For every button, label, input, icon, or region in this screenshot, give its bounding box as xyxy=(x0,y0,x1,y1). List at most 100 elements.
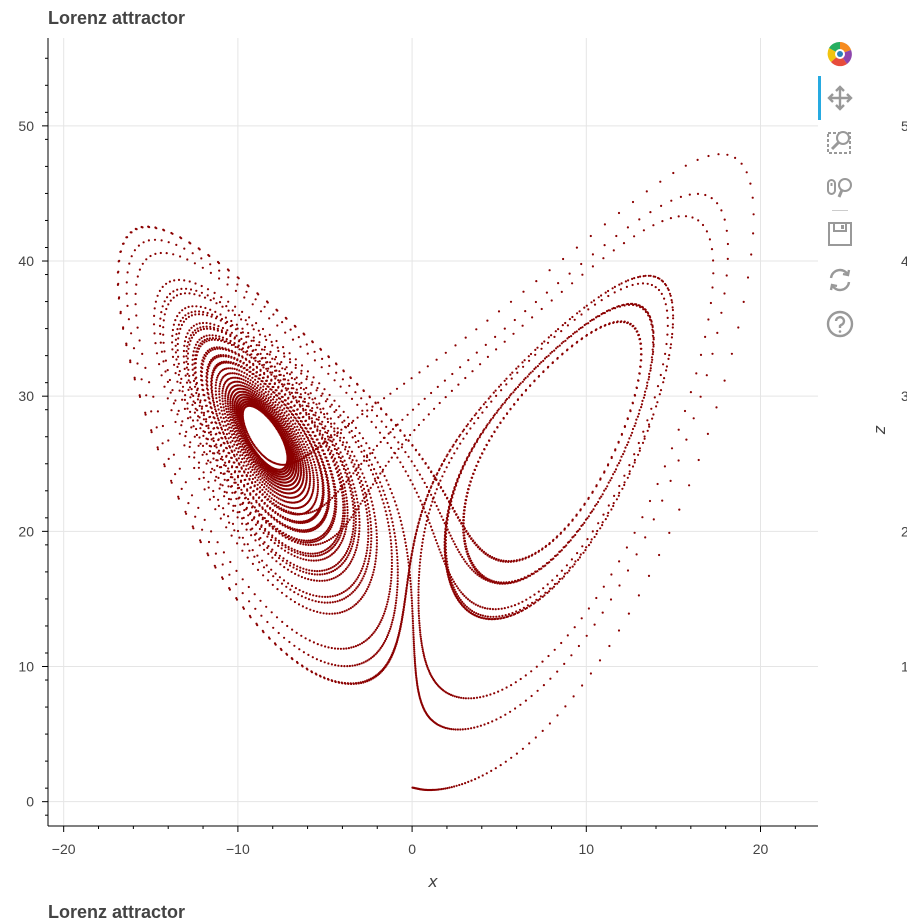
data-point xyxy=(576,247,578,249)
data-point xyxy=(489,693,491,695)
data-point xyxy=(326,477,328,479)
data-point xyxy=(234,449,236,451)
data-point xyxy=(205,405,207,407)
data-point xyxy=(271,536,273,538)
data-point xyxy=(395,546,397,548)
data-point xyxy=(211,372,213,374)
data-point xyxy=(302,453,304,455)
data-point xyxy=(257,522,259,524)
data-point xyxy=(284,378,286,380)
data-point xyxy=(309,459,311,461)
data-point xyxy=(183,444,185,446)
data-point xyxy=(717,153,719,155)
data-point xyxy=(196,389,198,391)
data-point xyxy=(327,510,329,512)
data-point xyxy=(385,638,387,640)
data-point xyxy=(320,644,322,646)
data-point xyxy=(214,479,216,481)
data-point xyxy=(693,417,695,419)
data-point xyxy=(272,386,274,388)
data-point xyxy=(352,495,354,497)
data-point xyxy=(240,381,242,383)
data-point xyxy=(223,442,225,444)
data-point xyxy=(304,398,306,400)
data-point xyxy=(351,461,353,463)
data-point xyxy=(273,375,275,377)
data-point xyxy=(179,433,181,435)
data-point xyxy=(221,361,223,363)
data-point xyxy=(716,332,718,334)
data-point xyxy=(302,568,304,570)
data-point xyxy=(309,639,311,641)
data-point xyxy=(333,518,335,520)
data-point xyxy=(388,529,390,531)
data-point xyxy=(535,280,537,282)
data-point xyxy=(201,285,203,287)
data-point xyxy=(270,407,272,409)
data-point xyxy=(422,652,424,654)
data-point xyxy=(308,598,310,600)
data-point xyxy=(406,548,408,550)
data-point xyxy=(315,559,317,561)
data-point xyxy=(538,591,540,593)
data-point xyxy=(281,404,283,406)
data-point xyxy=(342,461,344,463)
data-point xyxy=(287,527,289,529)
data-point xyxy=(312,553,314,555)
data-point xyxy=(284,544,286,546)
data-point xyxy=(709,238,711,240)
data-point xyxy=(311,541,313,543)
data-point xyxy=(535,301,537,303)
data-point xyxy=(368,558,370,560)
data-point xyxy=(304,577,306,579)
data-point xyxy=(412,617,414,619)
data-point xyxy=(186,350,188,352)
data-point xyxy=(217,451,219,453)
data-point xyxy=(402,531,404,533)
data-point xyxy=(254,360,256,362)
data-point xyxy=(374,457,376,459)
data-point xyxy=(225,391,227,393)
data-point xyxy=(390,580,392,582)
data-point xyxy=(388,630,390,632)
data-point xyxy=(274,554,276,556)
data-point xyxy=(242,382,244,384)
data-point xyxy=(498,608,500,610)
data-point xyxy=(421,642,423,644)
data-point xyxy=(335,511,337,513)
data-point xyxy=(322,449,324,451)
data-point xyxy=(253,518,255,520)
data-point xyxy=(370,528,372,530)
data-point xyxy=(501,608,503,610)
data-point xyxy=(369,514,371,516)
data-point xyxy=(411,600,413,602)
data-point xyxy=(343,523,345,525)
data-point xyxy=(389,628,391,630)
data-point xyxy=(339,534,341,536)
data-point xyxy=(337,465,339,467)
data-point xyxy=(333,480,335,482)
data-point xyxy=(350,541,352,543)
data-point xyxy=(232,445,234,447)
data-point xyxy=(313,560,315,562)
data-point xyxy=(185,361,187,363)
data-point xyxy=(225,368,227,370)
data-point xyxy=(254,466,256,468)
data-point xyxy=(214,421,216,423)
data-point xyxy=(299,531,301,533)
data-point xyxy=(332,566,334,568)
data-point xyxy=(344,531,346,533)
data-point xyxy=(210,384,212,386)
data-point xyxy=(336,568,338,570)
data-point xyxy=(312,594,314,596)
data-point xyxy=(350,484,352,486)
data-point xyxy=(268,386,270,388)
data-point xyxy=(337,470,339,472)
data-point xyxy=(284,534,286,536)
data-point xyxy=(270,399,272,401)
data-point xyxy=(333,459,335,461)
data-point xyxy=(327,421,329,423)
data-point xyxy=(246,529,248,531)
data-point xyxy=(354,505,356,507)
